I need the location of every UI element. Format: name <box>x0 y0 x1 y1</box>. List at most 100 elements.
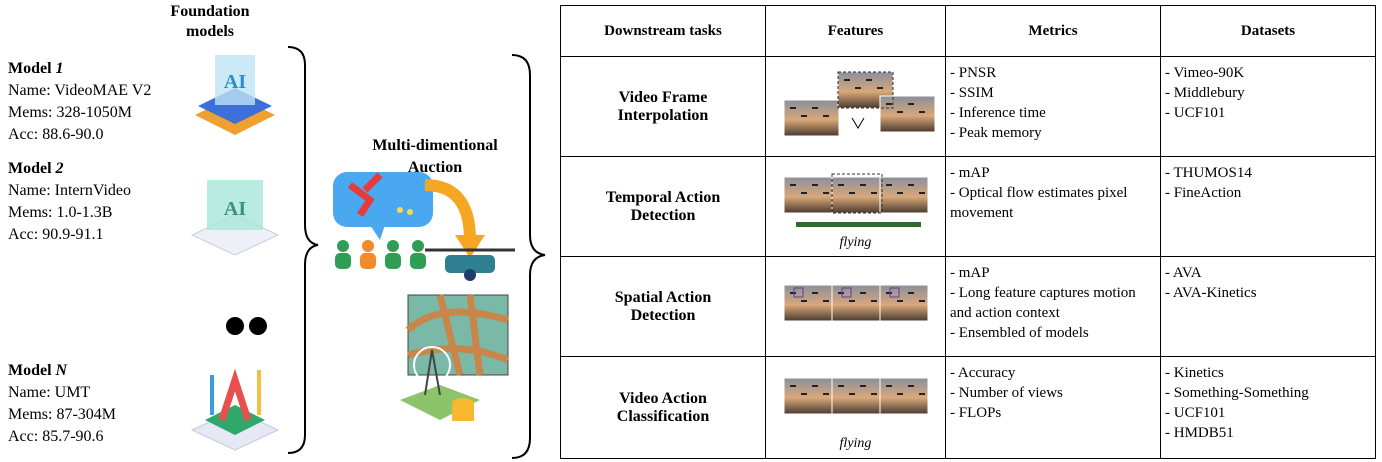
dataset-item: - Kinetics <box>1165 365 1224 381</box>
feature-art <box>879 284 928 322</box>
feature-art <box>800 192 807 194</box>
metrics-cell: - mAP - Long feature captures motion and … <box>945 256 1161 357</box>
feature-art <box>811 107 818 109</box>
feature-image <box>783 377 928 415</box>
panel-title: Foundation models <box>170 3 250 40</box>
model-detail: Name: InternVideo <box>8 182 131 199</box>
feature-art <box>885 292 892 294</box>
feature-art <box>800 115 807 117</box>
dataset-item: - Vimeo-90K <box>1165 65 1245 81</box>
feature-art <box>789 385 796 387</box>
ellipsis-dot <box>249 317 267 335</box>
feature-art <box>837 184 844 186</box>
feature-art <box>848 300 855 302</box>
datasets-cell: - AVA - AVA-Kinetics <box>1160 256 1376 357</box>
task-table: Downstream tasks Features Metrics Datasets V… <box>560 5 1376 459</box>
feature-art <box>783 377 832 415</box>
datasets-cell: - Kinetics - Something-Something - UCF101 -… <box>1160 356 1376 459</box>
feature-art <box>837 385 844 387</box>
model-detail: Acc: 85.7-90.6 <box>8 428 104 445</box>
metric-item: - FLOPs <box>950 405 1002 421</box>
feature-cell <box>765 56 946 157</box>
model-index: 2 <box>55 160 64 177</box>
feature-art <box>870 192 877 194</box>
metric-item: - Number of views <box>950 385 1063 401</box>
model-detail: Mems: 87-304M <box>8 406 116 423</box>
feature-art <box>793 287 803 298</box>
feature-art <box>811 184 818 186</box>
feature-caption: flying <box>839 436 872 451</box>
feature-art <box>789 184 796 186</box>
feature-cell: flying <box>765 356 946 459</box>
feature-art <box>918 192 925 194</box>
brace <box>511 54 546 459</box>
feature-art <box>896 300 903 302</box>
feature-art <box>918 111 925 113</box>
model-label: Model <box>8 160 52 177</box>
feature-art <box>896 192 903 194</box>
feature-art <box>907 184 914 186</box>
model-detail: Name: UMT <box>8 384 91 401</box>
feature-art <box>918 393 925 395</box>
svg-text:AI: AI <box>224 71 246 93</box>
feature-art <box>870 393 877 395</box>
feature-cell <box>765 256 946 357</box>
metric-item: - Peak memory <box>950 125 1042 141</box>
table-row: Spatial Action Detection - mAP - Long feat… <box>560 256 1376 357</box>
metrics-cell: - Accuracy - Number of views - FLOPs <box>945 356 1161 459</box>
task-cell: Spatial Action Detection <box>560 256 766 357</box>
metric-item: - SSIM <box>950 85 994 101</box>
feature-art <box>783 99 839 137</box>
model-detail: Mems: 328-1050M <box>8 104 132 121</box>
feature-art <box>800 393 807 395</box>
feature-art <box>859 292 866 294</box>
feature-art <box>885 184 892 186</box>
feature-art <box>848 192 855 194</box>
model-heading: Model 2 <box>8 158 64 180</box>
feature-image <box>783 173 928 227</box>
feature-art <box>859 184 866 186</box>
ellipsis-dot <box>226 317 244 335</box>
auction-title: Multi-dimentional Auction <box>372 137 498 176</box>
model-detail: Mems: 1.0-1.3B <box>8 204 113 221</box>
feature-art <box>918 300 925 302</box>
task-cell: Temporal Action Detection <box>560 156 766 257</box>
feature-art <box>811 292 818 294</box>
dataset-item: - UCF101 <box>1165 405 1226 421</box>
feature-art <box>783 284 832 322</box>
metrics-cell: - PNSR - SSIM - Inference time - Peak memor… <box>945 56 1161 157</box>
model-heading: Model 1 <box>8 58 64 80</box>
table-row: Temporal Action Detection flying - mAP - Op… <box>560 156 1376 257</box>
model-label: Model <box>8 362 52 379</box>
model-icon: AI <box>190 180 280 256</box>
feature-art <box>851 117 864 129</box>
brace <box>287 46 319 454</box>
model-label: Model <box>8 60 52 77</box>
feature-image <box>783 284 928 322</box>
feature-art <box>831 176 880 214</box>
dataset-item: - AVA <box>1165 265 1202 281</box>
feature-cell: flying <box>765 156 946 257</box>
feature-art <box>789 107 796 109</box>
feature-art <box>879 176 928 214</box>
metric-item: - Optical flow estimates pixel movement <box>950 185 1128 221</box>
feature-art <box>907 385 914 387</box>
model-index: N <box>55 362 68 379</box>
datasets-cell: - THUMOS14 - FineAction <box>1160 156 1376 257</box>
feature-art <box>848 393 855 395</box>
dataset-item: - THUMOS14 <box>1165 165 1252 181</box>
dataset-item: - HMDB51 <box>1165 425 1234 441</box>
dataset-item: - FineAction <box>1165 185 1242 201</box>
feature-image <box>783 71 935 137</box>
dataset-item: - UCF101 <box>1165 105 1226 121</box>
feature-art <box>879 377 928 415</box>
feature-art <box>831 377 880 415</box>
feature-art <box>839 112 878 134</box>
metric-item: - Long feature captures motion and actio… <box>950 285 1136 321</box>
dataset-item: - Something-Something <box>1165 385 1309 401</box>
metric-item: - PNSR <box>950 65 997 81</box>
header-cell: Downstream tasks <box>560 5 766 57</box>
feature-caption: flying <box>839 235 872 250</box>
header-cell: Datasets <box>1160 5 1376 57</box>
